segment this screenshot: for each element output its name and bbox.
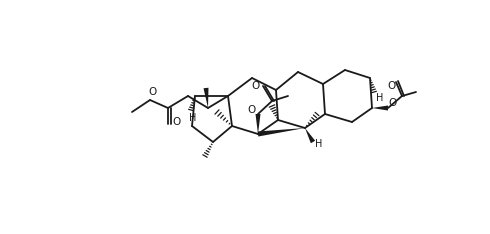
- Text: O: O: [247, 105, 255, 115]
- Text: O: O: [388, 98, 396, 108]
- Polygon shape: [203, 88, 208, 108]
- Text: O: O: [387, 81, 395, 91]
- Text: H: H: [376, 93, 384, 103]
- Text: H: H: [315, 139, 323, 149]
- Text: O: O: [172, 117, 180, 127]
- Polygon shape: [255, 114, 261, 134]
- Polygon shape: [372, 106, 388, 110]
- Text: H: H: [189, 113, 196, 123]
- Polygon shape: [258, 128, 305, 136]
- Polygon shape: [305, 128, 315, 143]
- Text: O: O: [148, 87, 156, 97]
- Text: O: O: [251, 81, 259, 91]
